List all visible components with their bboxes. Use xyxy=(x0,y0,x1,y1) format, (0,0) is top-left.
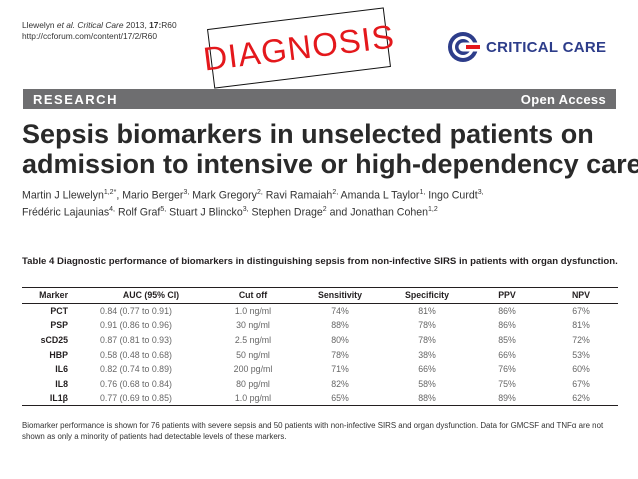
table-row: IL8 0.76 (0.68 to 0.84) 80 pg/ml 82% 58%… xyxy=(22,376,618,391)
cell-sensitivity: 71% xyxy=(331,364,349,375)
cell-ppv: 86% xyxy=(498,320,516,331)
author-list: Martin J Llewelyn1,2*, Mario Berger3, Ma… xyxy=(22,186,484,219)
title-line-2: admission to intensive or high-dependenc… xyxy=(22,149,638,179)
cell-marker: IL6 xyxy=(55,364,68,375)
cell-sensitivity: 65% xyxy=(296,391,384,407)
cell-ppv: 66% xyxy=(498,349,516,360)
cell-auc: 0.77 (0.69 to 0.85) xyxy=(92,391,210,407)
cell-ppv: 85% xyxy=(498,334,516,345)
cell-npv: 53% xyxy=(572,349,590,360)
open-access-label: Open Access xyxy=(520,91,606,107)
cell-specificity: 81% xyxy=(418,306,436,317)
cell-specificity: 78% xyxy=(418,320,436,331)
citation-header: Llewelyn et al. Critical Care 2013, 17:R… xyxy=(22,20,177,42)
cell-cutoff: 1.0 pg/ml xyxy=(210,391,296,407)
cell-sensitivity: 88% xyxy=(331,320,349,331)
cell-auc: 0.58 (0.48 to 0.68) xyxy=(100,349,172,360)
header-specificity: Specificity xyxy=(384,287,470,304)
title-line-1: Sepsis biomarkers in unselected patients… xyxy=(22,119,594,149)
table-row: sCD25 0.87 (0.81 to 0.93) 2.5 ng/ml 80% … xyxy=(22,333,618,348)
cell-marker: IL8 xyxy=(55,378,68,389)
table-row: IL6 0.82 (0.74 to 0.89) 200 pg/ml 71% 66… xyxy=(22,362,618,377)
biomarker-table: Marker AUC (95% CI) Cut off Sensitivity … xyxy=(22,287,618,407)
diagnosis-stamp-text: DIAGNOSIS xyxy=(201,17,397,78)
citation-url[interactable]: http://ccforum.com/content/17/2/R60 xyxy=(22,31,157,41)
cell-cutoff: 80 pg/ml xyxy=(236,378,270,389)
cell-cutoff: 50 ng/ml xyxy=(236,349,270,360)
cell-ppv: 75% xyxy=(498,378,516,389)
cell-marker: PCT xyxy=(50,306,68,317)
section-label: RESEARCH xyxy=(33,91,118,107)
cell-npv: 60% xyxy=(572,364,590,375)
header-cutoff: Cut off xyxy=(210,287,296,304)
cell-auc: 0.82 (0.74 to 0.89) xyxy=(100,364,172,375)
table-footnote: Biomarker performance is shown for 76 pa… xyxy=(22,421,604,441)
table-row: PSP 0.91 (0.86 to 0.96) 30 ng/ml 88% 78%… xyxy=(22,318,618,333)
journal-brand: CRITICAL CARE xyxy=(446,30,606,64)
cell-cutoff: 1.0 ng/ml xyxy=(234,306,272,317)
cell-sensitivity: 80% xyxy=(331,334,349,345)
citation-authors: Llewelyn xyxy=(22,20,55,30)
citation-journal: Critical Care xyxy=(77,20,124,30)
citation-year: 2013, xyxy=(125,20,147,30)
cell-sensitivity: 82% xyxy=(331,378,349,389)
cell-cutoff: 2.5 ng/ml xyxy=(234,334,272,345)
section-banner: RESEARCH Open Access xyxy=(23,89,616,109)
cell-auc: 0.91 (0.86 to 0.96) xyxy=(100,320,172,331)
critical-care-logo-icon xyxy=(448,32,480,62)
header-marker: Marker xyxy=(22,287,92,304)
article-title: Sepsis biomarkers in unselected patients… xyxy=(22,119,638,179)
cell-marker: sCD25 xyxy=(40,334,68,345)
cell-cutoff: 200 pg/ml xyxy=(233,364,273,375)
citation-article: R60 xyxy=(161,20,177,30)
citation-line: Llewelyn et al. Critical Care 2013, 17:R… xyxy=(22,20,177,31)
table-row: PCT 0.84 (0.77 to 0.91) 1.0 ng/ml 74% 81… xyxy=(22,304,618,319)
cell-npv: 81% xyxy=(572,320,590,331)
table-caption: Table 4 Diagnostic performance of biomar… xyxy=(22,256,618,267)
cell-npv: 67% xyxy=(572,306,590,317)
citation-etal: et al. xyxy=(56,20,76,30)
header-auc: AUC (95% CI) xyxy=(92,287,210,304)
table-row: IL1β 0.77 (0.69 to 0.85) 1.0 pg/ml 65% 8… xyxy=(22,391,618,407)
cell-npv: 72% xyxy=(572,334,590,345)
cell-sensitivity: 74% xyxy=(331,306,349,317)
cell-cutoff: 30 ng/ml xyxy=(236,320,270,331)
cell-npv: 62% xyxy=(544,391,618,407)
cell-auc: 0.84 (0.77 to 0.91) xyxy=(100,306,172,317)
author-line-1: Martin J Llewelyn1,2*, Mario Berger3, Ma… xyxy=(22,189,484,202)
diagnosis-stamp: DIAGNOSIS xyxy=(201,7,397,89)
header-ppv: PPV xyxy=(470,287,544,304)
table-row: HBP 0.58 (0.48 to 0.68) 50 ng/ml 78% 38%… xyxy=(22,347,618,362)
header-npv: NPV xyxy=(544,287,618,304)
cell-auc: 0.87 (0.81 to 0.93) xyxy=(100,334,172,345)
cell-sensitivity: 78% xyxy=(331,349,349,360)
cell-specificity: 66% xyxy=(418,364,436,375)
header-sensitivity: Sensitivity xyxy=(296,287,384,304)
cell-specificity: 38% xyxy=(418,349,436,360)
cell-marker: HBP xyxy=(49,349,68,360)
cell-specificity: 58% xyxy=(418,378,436,389)
cell-specificity: 88% xyxy=(384,391,470,407)
cell-marker: PSP xyxy=(50,320,68,331)
cell-specificity: 78% xyxy=(418,334,436,345)
cell-auc: 0.76 (0.68 to 0.84) xyxy=(100,378,172,389)
cell-ppv: 89% xyxy=(470,391,544,407)
table-header-row: Marker AUC (95% CI) Cut off Sensitivity … xyxy=(22,287,618,304)
author-line-2: Frédéric Lajaunias4, Rolf Graf5, Stuart … xyxy=(22,205,438,219)
cell-ppv: 76% xyxy=(498,364,516,375)
cell-npv: 67% xyxy=(572,378,590,389)
journal-name: CRITICAL CARE xyxy=(486,38,607,56)
cell-ppv: 86% xyxy=(498,306,516,317)
cell-marker: IL1β xyxy=(22,391,92,407)
citation-volume: 17: xyxy=(149,20,162,30)
